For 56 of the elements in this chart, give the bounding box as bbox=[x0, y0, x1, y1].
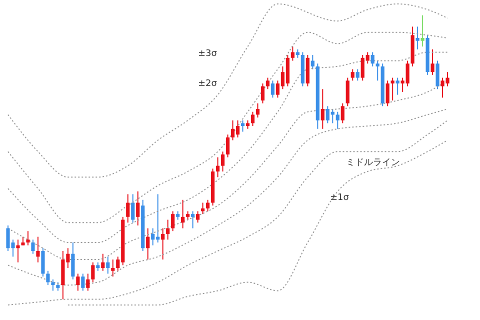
candlestick bbox=[46, 270, 50, 286]
candlestick bbox=[146, 228, 150, 260]
annotation: ±2σ bbox=[198, 79, 218, 89]
candlestick bbox=[106, 256, 110, 274]
candlestick bbox=[76, 273, 80, 292]
candlestick bbox=[390, 77, 394, 101]
candlestick bbox=[256, 102, 260, 118]
candlestick bbox=[396, 77, 400, 96]
candlestick bbox=[136, 190, 140, 226]
annotation: ±3σ bbox=[198, 49, 218, 59]
candlestick bbox=[416, 26, 420, 50]
candlestick bbox=[171, 210, 175, 232]
candlestick bbox=[131, 194, 135, 224]
candlestick bbox=[336, 111, 340, 130]
candlestick bbox=[71, 242, 75, 280]
candlestick bbox=[226, 134, 230, 158]
candlestick bbox=[310, 54, 314, 70]
annotation: ±1σ bbox=[330, 193, 350, 203]
candlestick bbox=[36, 236, 40, 263]
candlestick bbox=[16, 239, 20, 263]
candlestick bbox=[386, 80, 390, 107]
candlestick bbox=[356, 68, 360, 82]
candlestick bbox=[270, 80, 275, 98]
candlestick bbox=[250, 111, 255, 127]
candlestick bbox=[161, 228, 165, 260]
candlestick bbox=[41, 248, 45, 278]
candlestick bbox=[166, 219, 170, 240]
candlestick bbox=[240, 120, 245, 132]
candlestick bbox=[320, 88, 324, 130]
candlestick bbox=[266, 77, 270, 90]
candlestick bbox=[191, 210, 195, 229]
candlestick bbox=[290, 46, 294, 62]
candlestick bbox=[346, 77, 350, 107]
candlestick bbox=[126, 194, 130, 224]
candlestick bbox=[206, 199, 210, 212]
candlestick bbox=[51, 278, 55, 292]
candlestick bbox=[350, 68, 354, 82]
candlestick bbox=[370, 52, 374, 67]
candlestick bbox=[81, 273, 85, 292]
candlestick bbox=[260, 82, 265, 104]
candlestick bbox=[430, 48, 434, 76]
candlestick bbox=[111, 259, 115, 278]
candlestick bbox=[181, 199, 185, 229]
annotation: ミドルライン bbox=[346, 158, 400, 168]
candlestick bbox=[31, 239, 35, 254]
candlestick bbox=[436, 60, 440, 90]
candlestick bbox=[220, 151, 225, 172]
candlestick bbox=[26, 230, 30, 246]
candlestick bbox=[91, 262, 95, 283]
candlestick bbox=[196, 210, 200, 224]
candlestick bbox=[340, 102, 344, 124]
candlestick bbox=[101, 253, 105, 272]
candlestick bbox=[86, 273, 90, 292]
candlestick bbox=[216, 156, 220, 178]
candlestick bbox=[376, 60, 380, 82]
candlestick bbox=[420, 14, 424, 48]
